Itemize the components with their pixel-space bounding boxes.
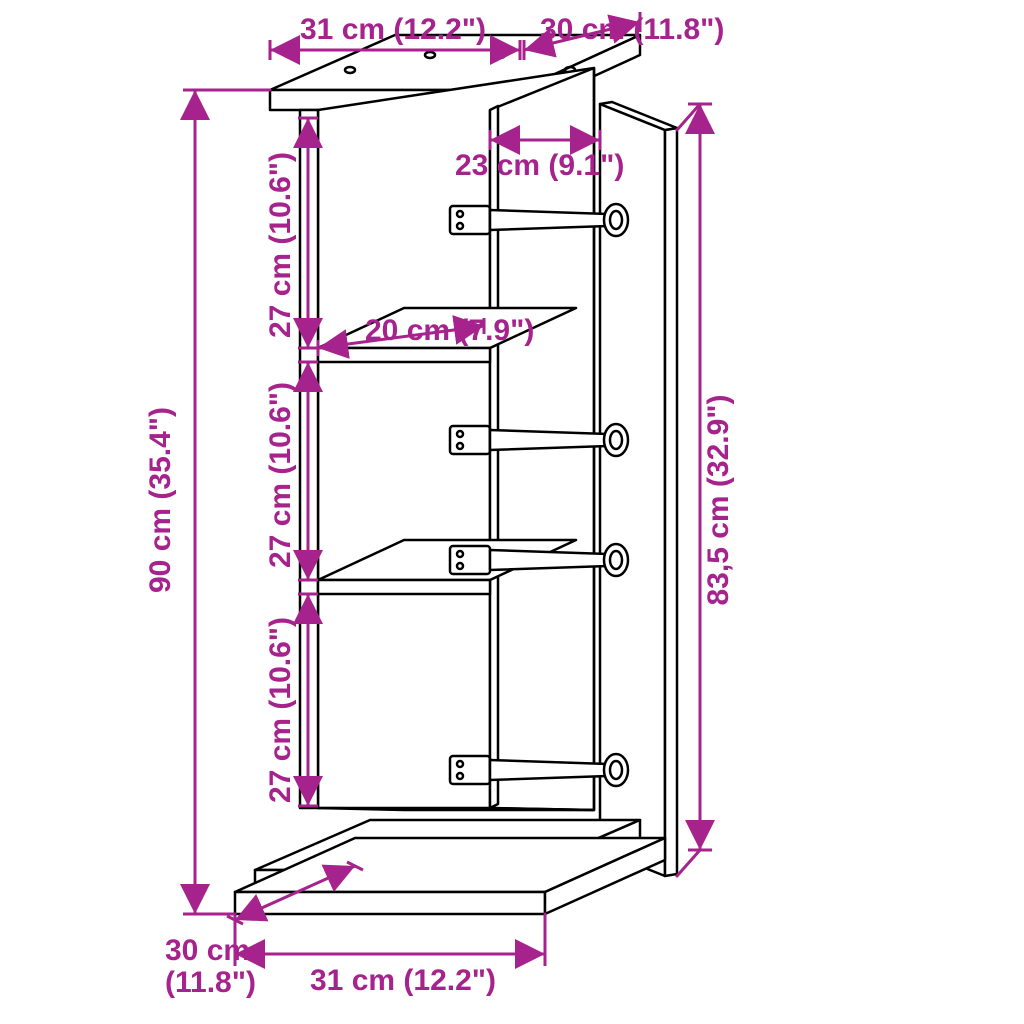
dimension-label: 20 cm (7.9") bbox=[365, 314, 534, 347]
dimension-label: 30 cm (11.8") bbox=[540, 13, 724, 46]
dimension-label: 90 cm (35.4") bbox=[144, 407, 177, 593]
dimension-label: (11.8") bbox=[165, 966, 256, 999]
dimension-label: 23 cm (9.1") bbox=[455, 149, 624, 182]
dimension-label: 27 cm (10.6") bbox=[264, 617, 297, 803]
cabinet-dimension-diagram: 31 cm (12.2") 30 cm (11.8") 23 cm (9.1") 20… bbox=[0, 0, 1024, 1024]
dimension-label: 30 cm bbox=[165, 934, 250, 967]
dimension-label: 27 cm (10.6") bbox=[264, 382, 297, 568]
dimension-label: 31 cm (12.2") bbox=[300, 13, 486, 46]
dimension-label: 27 cm (10.6") bbox=[264, 152, 297, 338]
dimension-label: 83,5 cm (32.9") bbox=[702, 394, 735, 605]
dimension-label: 31 cm (12.2") bbox=[310, 964, 496, 997]
